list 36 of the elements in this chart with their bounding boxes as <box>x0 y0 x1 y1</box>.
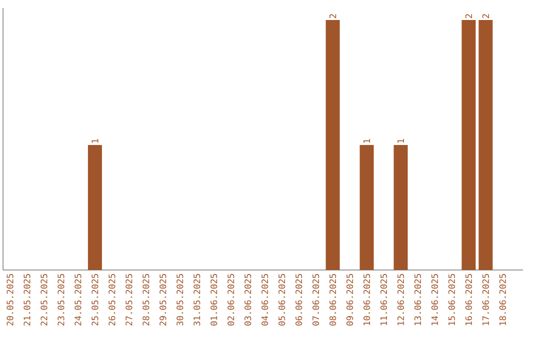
data-label: 2 <box>482 14 489 18</box>
x-tick-label: 09.06.2025 <box>346 274 354 326</box>
data-label: 1 <box>92 139 98 143</box>
x-tick-label: 22.05.2025 <box>40 274 48 326</box>
x-tick-label: 11.06.2025 <box>380 274 388 326</box>
x-tick-label: 12.06.2025 <box>397 274 404 326</box>
data-label: 2 <box>329 14 336 18</box>
x-tick-label: 01.06.2025 <box>210 274 218 326</box>
x-tick-label: 08.06.2025 <box>329 274 336 326</box>
x-tick-label: 25.05.2025 <box>92 274 98 326</box>
x-tick-label: 23.05.2025 <box>58 274 64 326</box>
x-tick-label: 27.05.2025 <box>126 274 132 326</box>
x-tick-label: 15.06.2025 <box>448 274 456 326</box>
x-tick-label: 18.06.2025 <box>499 274 506 326</box>
data-label: 2 <box>465 14 472 18</box>
x-tick-label: 20.05.2025 <box>6 274 14 326</box>
x-tick-label: 07.06.2025 <box>312 274 320 326</box>
x-tick-label: 29.05.2025 <box>160 274 166 326</box>
x-tick-label: 04.06.2025 <box>262 274 268 326</box>
x-tick-label: 05.06.2025 <box>278 274 286 326</box>
x-tick-label: 24.05.2025 <box>74 274 82 326</box>
x-tick-label: 26.05.2025 <box>108 274 116 326</box>
x-tick-label: 03.06.2025 <box>244 274 252 326</box>
x-tick-label: 02.06.2025 <box>228 274 234 326</box>
data-label: 1 <box>363 139 370 143</box>
data-label: 1 <box>397 139 404 143</box>
x-tick-label: 17.06.2025 <box>482 274 489 326</box>
x-tick-label: 14.06.2025 <box>431 274 438 326</box>
x-tick-label: 21.05.2025 <box>24 274 30 326</box>
x-tick-label: 28.05.2025 <box>142 274 150 326</box>
x-tick-label: 30.05.2025 <box>176 274 184 326</box>
x-tick-label: 06.06.2025 <box>295 274 302 326</box>
x-tick-label: 13.06.2025 <box>414 274 422 326</box>
x-tick-label: 10.06.2025 <box>363 274 370 326</box>
x-tick-label: 16.06.2025 <box>465 274 472 326</box>
x-tick-label: 31.05.2025 <box>194 274 200 326</box>
